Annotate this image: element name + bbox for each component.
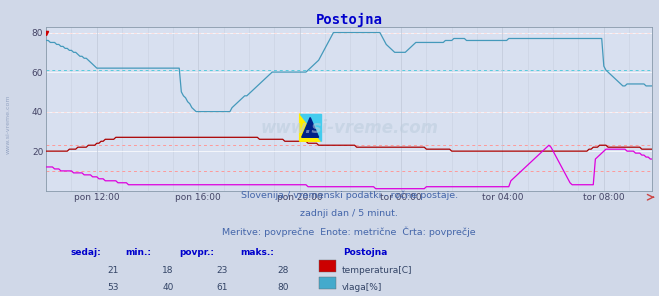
FancyBboxPatch shape	[319, 295, 336, 296]
Text: 18: 18	[162, 266, 173, 275]
Text: 53: 53	[107, 283, 119, 292]
Polygon shape	[302, 118, 319, 137]
Text: Slovenija / vremenski podatki - ročne postaje.: Slovenija / vremenski podatki - ročne po…	[241, 191, 458, 200]
Text: min.:: min.:	[125, 248, 151, 257]
Text: www.si-vreme.com: www.si-vreme.com	[260, 119, 438, 137]
Text: 40: 40	[162, 283, 173, 292]
Polygon shape	[300, 114, 321, 141]
Text: 61: 61	[217, 283, 228, 292]
Text: 28: 28	[277, 266, 289, 275]
Text: maks.:: maks.:	[240, 248, 274, 257]
Text: www.si-vreme.com: www.si-vreme.com	[6, 94, 11, 154]
FancyBboxPatch shape	[319, 260, 336, 272]
FancyBboxPatch shape	[319, 277, 336, 289]
Text: Postojna: Postojna	[343, 248, 387, 257]
Text: zadnji dan / 5 minut.: zadnji dan / 5 minut.	[301, 209, 398, 218]
Text: temperatura[C]: temperatura[C]	[342, 266, 413, 275]
Title: Postojna: Postojna	[316, 12, 383, 27]
Text: sedaj:: sedaj:	[71, 248, 101, 257]
Text: povpr.:: povpr.:	[179, 248, 215, 257]
Text: 80: 80	[277, 283, 289, 292]
Text: 23: 23	[217, 266, 228, 275]
Text: Meritve: povprečne  Enote: metrične  Črta: povprečje: Meritve: povprečne Enote: metrične Črta:…	[223, 226, 476, 237]
Polygon shape	[300, 114, 321, 141]
Text: 21: 21	[107, 266, 119, 275]
Text: vlaga[%]: vlaga[%]	[342, 283, 382, 292]
